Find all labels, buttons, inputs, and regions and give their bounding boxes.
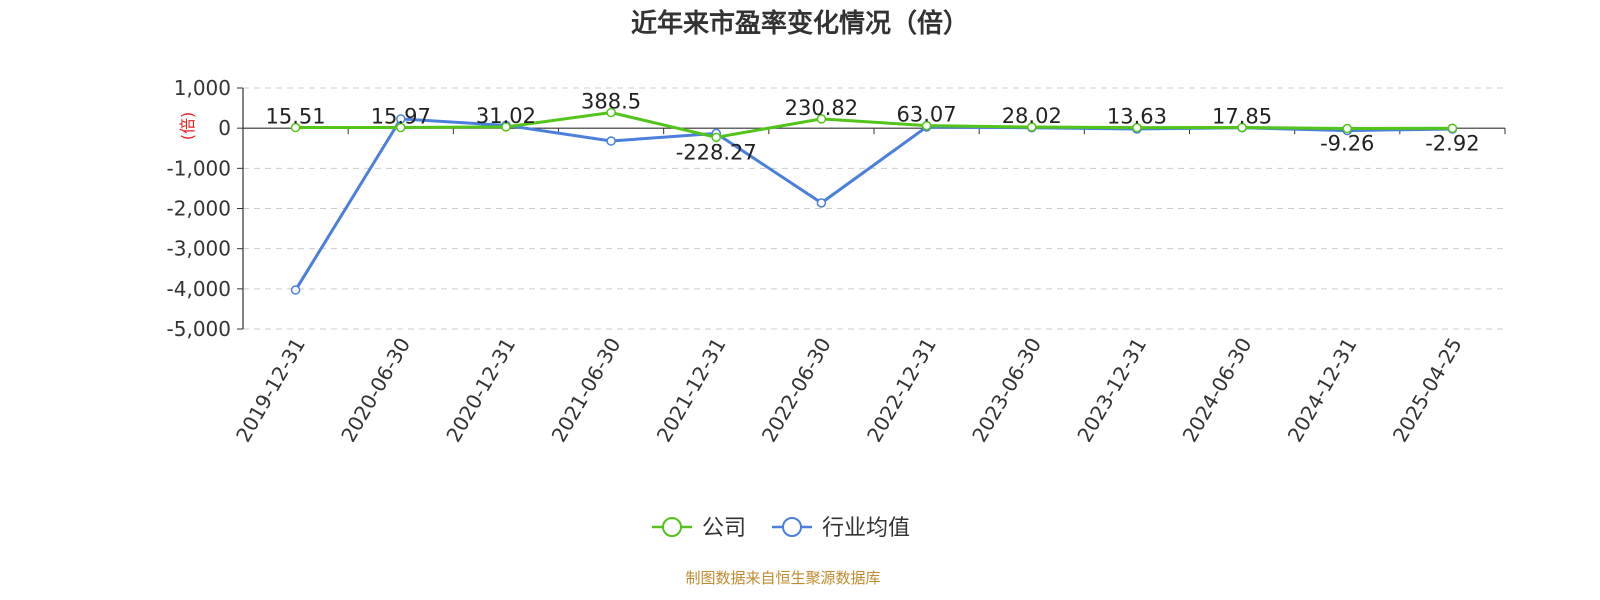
data-label: -9.26 (1320, 132, 1374, 156)
data-label: 13.63 (1107, 105, 1167, 129)
legend-label: 行业均值 (822, 516, 910, 541)
data-point (290, 285, 301, 295)
data-point (501, 122, 511, 132)
data-label: 17.85 (1212, 104, 1272, 128)
x-tick-label: 2025-04-25 (1388, 334, 1467, 447)
y-tick-label: 0 (218, 116, 231, 140)
data-point (1237, 122, 1247, 133)
grid-lines (243, 87, 1505, 330)
data-labels: 15.51 15.97 31.02 388.5 -228.27 230.82 63.07 28… (266, 90, 1480, 165)
legend-label: 公司 (702, 516, 746, 541)
x-tick-label: 2020-12-31 (441, 334, 520, 447)
legend-item[interactable]: 行业均值 (772, 516, 910, 541)
x-tick-label: 2021-06-30 (547, 334, 626, 447)
data-point (396, 122, 406, 133)
data-label: 230.82 (785, 96, 858, 120)
x-tick-label: 2022-12-31 (862, 334, 941, 447)
series-line (294, 117, 1453, 291)
data-point (290, 122, 301, 133)
series-line (295, 111, 1453, 139)
data-point (1342, 123, 1352, 134)
data-point (606, 107, 616, 118)
x-axis-ticks: 2019-12-31 2020-06-30 2020-12-31 2021-06-30… (231, 128, 1506, 447)
y-tick-label: -2,000 (167, 197, 231, 221)
data-label: -2.92 (1425, 131, 1479, 155)
legend-item[interactable]: 公司 (652, 516, 746, 541)
data-point (816, 114, 827, 124)
data-label: 63.07 (897, 103, 957, 127)
y-tick-label: -5,000 (167, 317, 231, 341)
legend-marker (782, 517, 802, 537)
data-point (921, 120, 932, 131)
data-label: 388.5 (581, 90, 641, 114)
y-tick-label: -3,000 (167, 237, 231, 261)
data-label: 31.02 (476, 104, 536, 128)
x-tick-label: 2022-06-30 (757, 334, 836, 447)
data-label: -228.27 (676, 140, 757, 164)
x-tick-label: 2023-06-30 (967, 334, 1046, 447)
data-label: 15.51 (266, 105, 326, 129)
x-tick-label: 2021-12-31 (652, 334, 731, 447)
y-tick-label: 1,000 (174, 76, 231, 100)
x-tick-label: 2024-06-30 (1178, 334, 1257, 447)
y-tick-label: -1,000 (167, 156, 231, 180)
x-tick-label: 2019-12-31 (231, 334, 310, 447)
y-tick-label: -4,000 (167, 277, 231, 301)
data-label: 28.02 (1002, 104, 1062, 128)
y-axis-label: (倍) (178, 112, 197, 141)
y-axis-ticks: 1,000 0 -1,000 -2,000 -3,000 -4,000 -5,000 (167, 76, 243, 341)
data-point (816, 198, 827, 208)
source-note: 制图数据来自恒生聚源数据库 (685, 569, 880, 587)
data-point (711, 132, 721, 143)
data-point (1027, 122, 1037, 132)
series-layer (290, 107, 1458, 295)
legend[interactable]: 公司 行业均值 (652, 516, 910, 541)
data-point (1447, 123, 1458, 134)
data-point (1132, 122, 1142, 133)
x-tick-label: 2024-12-31 (1283, 334, 1362, 447)
data-label: 15.97 (371, 105, 431, 129)
data-point (606, 136, 616, 146)
x-tick-label: 2023-12-31 (1072, 334, 1151, 447)
legend-marker (662, 517, 682, 537)
x-tick-label: 2020-06-30 (336, 334, 415, 447)
chart-title: 近年来市盈率变化情况（倍） (631, 8, 969, 39)
